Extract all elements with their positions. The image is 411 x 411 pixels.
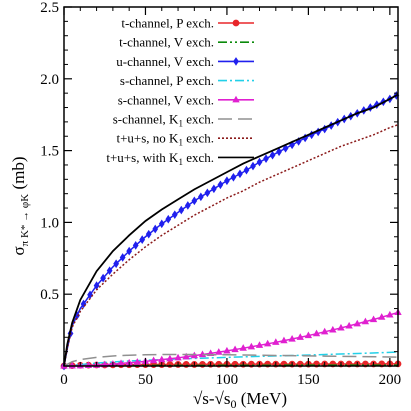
series-marker-4: [304, 331, 313, 339]
series-marker-2: [237, 169, 243, 179]
series-marker-4: [280, 336, 288, 344]
series-marker-4: [166, 354, 174, 362]
x-tick-label: 0: [60, 372, 68, 388]
series-marker-2: [171, 210, 178, 219]
legend-label-7: t+u+s, with K1 exch.: [106, 150, 214, 167]
series-line-4: [63, 311, 399, 367]
series-marker-4: [361, 317, 370, 325]
series-marker-2: [126, 246, 133, 256]
series-marker-4: [353, 319, 361, 327]
x-tick-label: 50: [138, 372, 153, 388]
series-marker-2: [158, 219, 165, 229]
legend: t-channel, P exch. t-channel, V exch. u-ch…: [106, 16, 254, 167]
legend-label-2: u-channel, V exch.: [116, 54, 214, 69]
legend-label-6: t+u+s, no K1 exch.: [116, 131, 214, 148]
series-marker-4: [158, 355, 166, 363]
legend-label-0: t-channel, P exch.: [121, 16, 214, 31]
series-marker-2: [211, 184, 217, 194]
series-marker-4: [215, 348, 223, 355]
series-3: [63, 351, 399, 367]
series-marker-2: [243, 165, 250, 175]
series-marker-2: [191, 196, 198, 206]
series-line-3: [63, 351, 399, 367]
series-marker-2: [282, 143, 289, 153]
series-5: [63, 353, 399, 367]
series-marker-4: [312, 329, 321, 337]
series-marker-2: [230, 172, 237, 182]
series-marker-4: [182, 352, 190, 360]
series-marker-4: [386, 310, 394, 318]
series-marker-4: [149, 356, 158, 364]
y-tick-label: 1.0: [40, 215, 59, 231]
series-marker-4: [288, 334, 296, 342]
series-marker-2: [152, 224, 159, 234]
legend-marker-0: [232, 19, 240, 27]
series-marker-4: [255, 341, 264, 348]
y-tick-label: 2.0: [40, 72, 59, 88]
legend-label-4: s-channel, V exch.: [118, 92, 214, 107]
series-marker-2: [119, 253, 126, 262]
series-marker-2: [217, 180, 224, 190]
y-tick-label: 0.5: [40, 287, 59, 303]
series-7: [63, 93, 399, 367]
legend-marker-2: [233, 57, 239, 66]
series-marker-4: [263, 339, 272, 347]
series-marker-2: [145, 229, 152, 239]
series-marker-2: [224, 176, 230, 186]
series-4: [60, 308, 402, 369]
legend-label-1: t-channel, V exch.: [119, 35, 214, 50]
series-marker-4: [321, 327, 329, 335]
series-marker-2: [197, 192, 204, 202]
y-axis-label: σπ K* → φK (mb): [9, 156, 31, 255]
series-marker-2: [256, 157, 263, 167]
series-marker-2: [80, 299, 87, 309]
series-marker-2: [100, 273, 106, 283]
series-marker-4: [247, 342, 256, 350]
series-marker-4: [174, 353, 182, 361]
y-tick-label: 2.5: [40, 0, 59, 16]
series-line-5: [63, 353, 399, 367]
series-marker-2: [373, 100, 380, 109]
axis-ticks: 0 50 100 150 200 0.5 1.0 1.5 2.0 2.5: [40, 0, 401, 388]
legend-marker-4: [232, 95, 240, 103]
series-marker-2: [139, 235, 146, 244]
series-marker-2: [276, 147, 282, 157]
series-marker-4: [223, 346, 231, 354]
series-marker-4: [337, 323, 345, 331]
x-tick-label: 200: [379, 372, 402, 388]
series-marker-2: [269, 150, 276, 160]
series-marker-2: [178, 205, 185, 215]
y-tick-label: 1.5: [40, 144, 59, 160]
series-marker-4: [231, 345, 239, 353]
x-tick-label: 150: [297, 372, 320, 388]
x-axis-label: √s-√s0 (MeV): [193, 389, 287, 411]
series-6: [63, 124, 399, 367]
series-line-6: [63, 124, 399, 367]
series-marker-2: [204, 188, 211, 198]
legend-label-3: s-channel, P exch.: [120, 73, 214, 88]
series-marker-4: [239, 344, 247, 351]
series-marker-2: [250, 161, 256, 171]
series-marker-2: [106, 266, 113, 275]
series-marker-4: [272, 338, 280, 345]
series-marker-4: [378, 313, 386, 320]
series-marker-2: [165, 214, 172, 224]
plot-frame: [63, 6, 399, 367]
series-marker-2: [132, 241, 139, 250]
series-marker-4: [345, 321, 353, 329]
series-marker-4: [329, 325, 337, 333]
x-tick-label: 100: [216, 372, 239, 388]
series-marker-4: [369, 315, 378, 323]
legend-label-5: s-channel, K1 exch.: [113, 112, 214, 129]
plot-curves: [60, 91, 402, 371]
series-marker-4: [296, 333, 304, 340]
series-line-7: [63, 93, 399, 367]
series-marker-2: [113, 259, 120, 269]
series-marker-2: [263, 154, 269, 163]
series-marker-2: [184, 201, 191, 210]
series-marker-4: [133, 358, 141, 365]
